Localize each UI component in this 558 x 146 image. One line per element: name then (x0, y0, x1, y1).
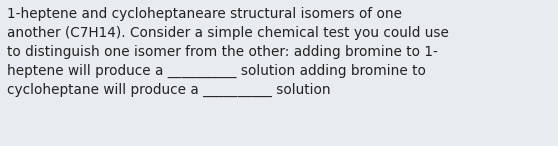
Text: 1-heptene and cycloheptaneare structural isomers of one
another (C7H14). Conside: 1-heptene and cycloheptaneare structural… (7, 7, 449, 97)
